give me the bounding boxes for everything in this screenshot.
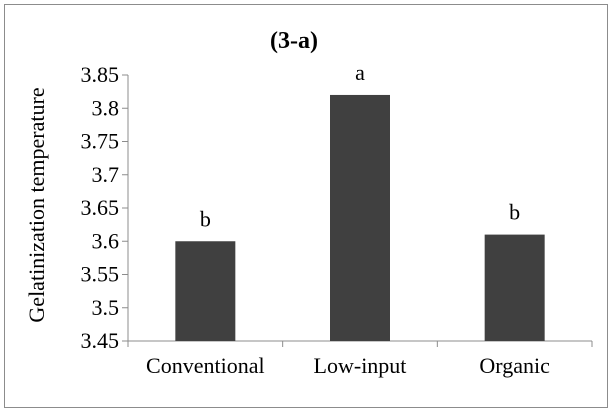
data-label: a	[355, 60, 365, 85]
x-tick-label: Low-input	[314, 353, 407, 378]
y-tick-label: 3.6	[92, 228, 120, 253]
plot-area: 3.45 3.5 3.55 3.6 3.65 3.7 3.75 3.8 3.85 b Convent…	[81, 60, 593, 378]
x-tick-label: Conventional	[146, 353, 265, 378]
bar	[484, 234, 545, 341]
y-tick-label: 3.55	[81, 262, 120, 287]
x-tick-label: Organic	[479, 353, 550, 378]
chart-title: (3-a)	[270, 28, 318, 54]
bar	[175, 241, 236, 341]
y-tick-label: 3.45	[81, 328, 120, 353]
y-tick-label: 3.85	[81, 62, 120, 87]
bar	[330, 94, 390, 341]
y-tick-label: 3.8	[92, 95, 120, 120]
data-label: b	[200, 206, 211, 231]
y-tick-label: 3.75	[81, 129, 120, 154]
y-tick-label: 3.7	[92, 162, 120, 187]
y-tick-label: 3.5	[92, 295, 120, 320]
data-label: b	[509, 200, 520, 225]
y-tick-label: 3.65	[81, 195, 120, 220]
y-axis-label: Gelatinization temperature	[24, 87, 49, 322]
